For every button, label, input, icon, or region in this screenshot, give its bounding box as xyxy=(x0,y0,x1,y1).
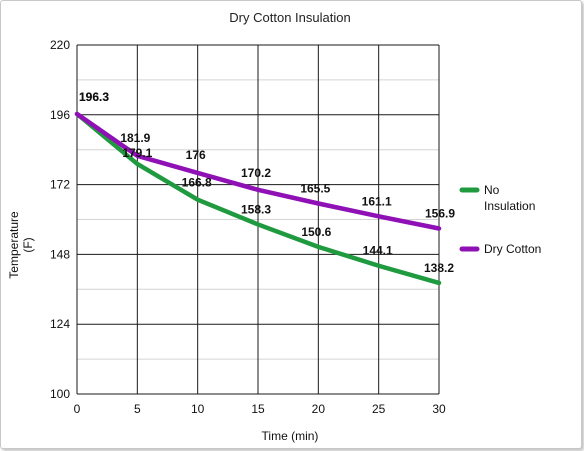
y-axis-label-line1: Temperature xyxy=(7,211,21,279)
data-label-dry-cotton-3: 170.2 xyxy=(241,166,271,180)
y-tick-label-1: 124 xyxy=(50,317,70,331)
data-label-no-insulation-0: 196.3 xyxy=(79,90,109,104)
data-labels: 196.3179.1166.8158.3150.6144.1138.2196.3… xyxy=(79,90,455,275)
y-tick-label-2: 148 xyxy=(50,247,70,261)
data-label-no-insulation-2: 166.8 xyxy=(182,176,212,190)
chart-title: Dry Cotton Insulation xyxy=(229,10,350,25)
y-tick-label-4: 196 xyxy=(50,108,70,122)
y-tick-label-5: 220 xyxy=(50,38,70,52)
data-label-dry-cotton-5: 161.1 xyxy=(362,194,392,208)
series-line-dry-cotton xyxy=(74,111,442,231)
data-label-dry-cotton-0: 196.3 xyxy=(79,90,109,104)
legend-label-dry-cotton: Dry Cotton xyxy=(484,242,541,256)
data-label-no-insulation-5: 144.1 xyxy=(363,244,393,258)
y-tick-label-0: 100 xyxy=(50,387,70,401)
series-layer xyxy=(74,111,442,286)
x-tick-label-1: 5 xyxy=(134,402,141,416)
x-tick-label-3: 15 xyxy=(251,402,265,416)
series-line-no-insulation xyxy=(74,111,442,286)
data-label-no-insulation-1: 179.1 xyxy=(122,146,152,160)
legend: No Insulation Dry Cotton xyxy=(459,183,541,256)
y-tick-label-3: 172 xyxy=(50,178,70,192)
x-tick-label-0: 0 xyxy=(74,402,81,416)
data-label-no-insulation-6: 138.2 xyxy=(424,261,454,275)
data-label-no-insulation-3: 158.3 xyxy=(241,202,271,216)
x-tick-label-4: 20 xyxy=(312,402,326,416)
data-label-dry-cotton-4: 165.5 xyxy=(300,182,330,196)
data-label-dry-cotton-2: 176 xyxy=(186,148,206,162)
x-axis-label: Time (min) xyxy=(262,429,319,443)
tick-labels: 100 124 148 172 196 220 0 5 10 15 20 25 30 xyxy=(50,38,446,416)
data-label-dry-cotton-6: 156.9 xyxy=(425,207,455,221)
legend-label-no-insulation-line2: Insulation xyxy=(484,199,535,213)
data-label-dry-cotton-1: 181.9 xyxy=(120,131,150,145)
grid xyxy=(76,44,440,395)
x-tick-label-2: 10 xyxy=(191,402,205,416)
y-axis-label-line2: (F) xyxy=(21,237,35,252)
y-axis-label: Temperature (F) xyxy=(7,211,35,279)
legend-label-no-insulation-line1: No xyxy=(484,183,500,197)
x-tick-label-6: 30 xyxy=(432,402,446,416)
data-label-no-insulation-4: 150.6 xyxy=(301,225,331,239)
x-tick-label-5: 25 xyxy=(372,402,386,416)
